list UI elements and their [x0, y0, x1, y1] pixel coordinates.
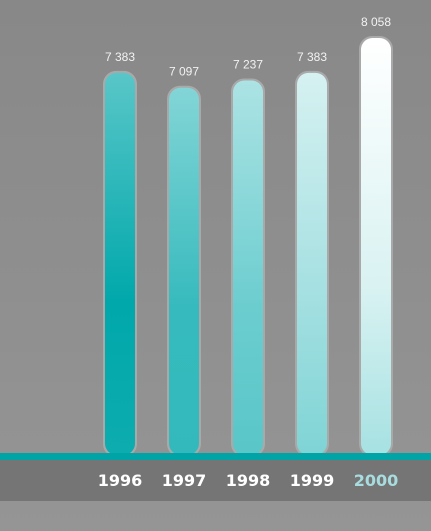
category-label-2000: 2000 [354, 471, 399, 490]
axis-baseline [0, 453, 431, 460]
bar-2000 [361, 38, 391, 455]
bar-1999 [297, 72, 327, 455]
labels-group: 7 383 1996 7 097 1997 7 237 1998 7 383 1999 8 05… [98, 15, 399, 490]
value-label-1996: 7 383 [105, 50, 135, 64]
bar-1996 [105, 72, 135, 455]
axis-label-band [0, 460, 431, 501]
value-label-2000: 8 058 [361, 15, 391, 29]
category-label-1998: 1998 [226, 471, 271, 490]
value-label-1999: 7 383 [297, 50, 327, 64]
bar-1997 [169, 87, 199, 455]
category-label-1997: 1997 [162, 471, 207, 490]
category-label-1999: 1999 [290, 471, 335, 490]
value-label-1997: 7 097 [169, 65, 199, 79]
bars-group [103, 36, 393, 457]
value-label-1998: 7 237 [233, 57, 263, 71]
bar-1998 [233, 80, 263, 455]
category-label-1996: 1996 [98, 471, 143, 490]
